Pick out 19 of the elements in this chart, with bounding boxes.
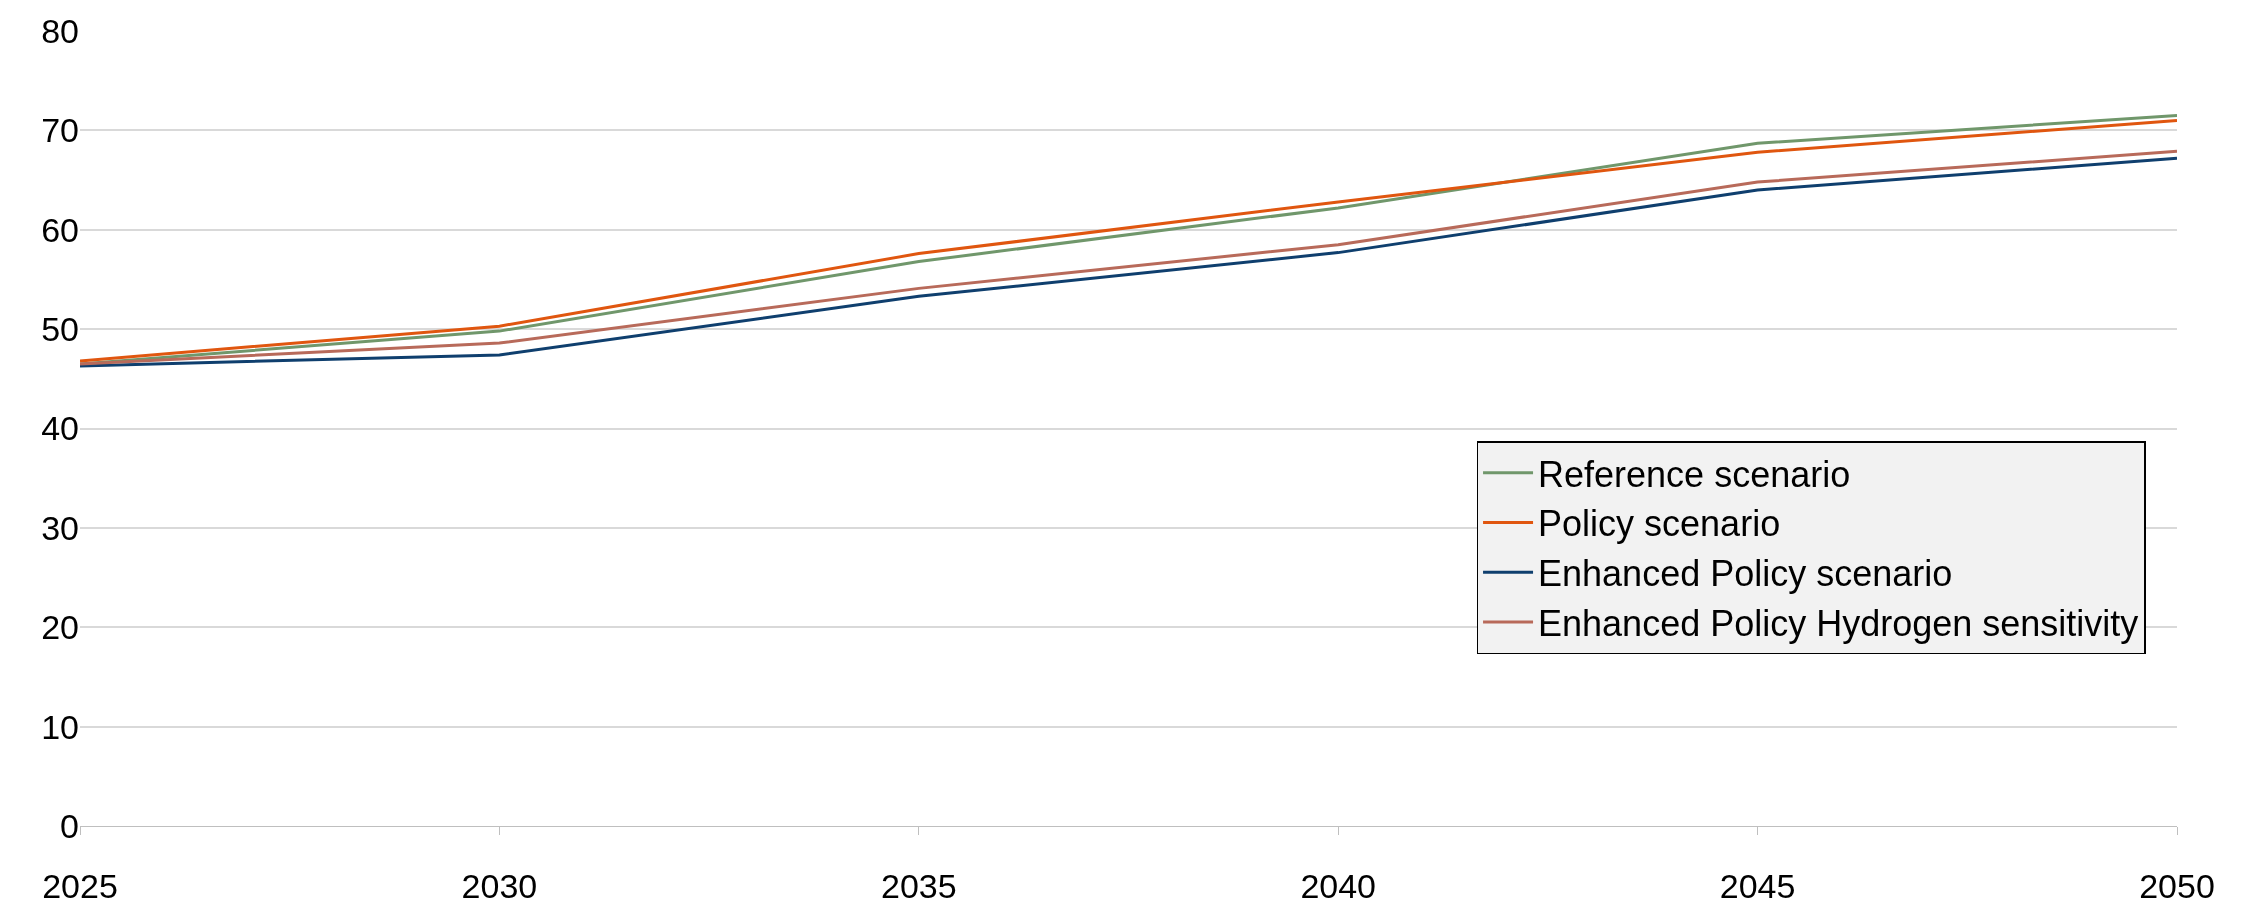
- x-tick-label: 2030: [461, 866, 538, 905]
- y-tick-label: 0: [60, 806, 79, 845]
- y-tick-label: 10: [41, 707, 79, 746]
- legend-label: Policy scenario: [1538, 503, 1781, 545]
- x-tick-label: 2040: [1300, 866, 1377, 905]
- x-tick-label: 2050: [2139, 866, 2215, 905]
- y-tick-label: 50: [41, 310, 79, 349]
- x-tick-label: 2045: [1719, 866, 1796, 905]
- y-tick-label: 60: [41, 210, 79, 249]
- y-tick-label: 40: [41, 409, 79, 448]
- legend-label: Enhanced Policy Hydrogen sensitivity: [1538, 603, 2139, 645]
- y-tick-label: 80: [41, 11, 79, 50]
- x-tick-label: 2035: [880, 866, 957, 905]
- legend-label: Reference scenario: [1538, 453, 1851, 495]
- legend-label: Enhanced Policy scenario: [1538, 553, 1953, 595]
- y-tick-label: 70: [41, 111, 79, 150]
- y-tick-label: 30: [41, 508, 79, 547]
- x-tick-label: 2025: [42, 866, 118, 905]
- y-tick-label: 20: [41, 608, 79, 647]
